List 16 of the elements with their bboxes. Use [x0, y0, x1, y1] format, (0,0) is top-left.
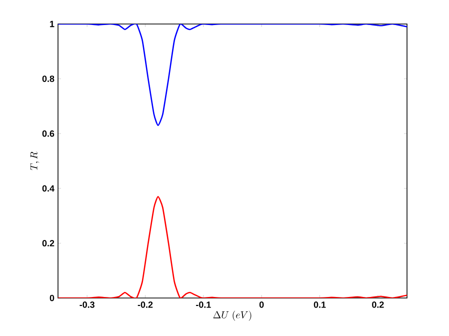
x-tick-label: 0.2 — [372, 302, 384, 308]
line-series — [58, 24, 408, 126]
y-tick-label: 0.8 — [42, 76, 54, 82]
x-axis-title: $\Delta U\ (eV)$ — [213, 310, 252, 321]
y-tick-label: 0.6 — [42, 130, 54, 137]
line-series — [58, 196, 408, 298]
x-tick-label: 0 — [259, 302, 264, 308]
y-tick-label: 0 — [50, 294, 54, 302]
y-tick-label: 0.2 — [42, 240, 54, 246]
y-tick-label: 1 — [50, 20, 54, 28]
y-axis-title: $T,R$ — [30, 152, 40, 170]
y-tick-label: 0.4 — [42, 185, 54, 192]
x-tick-label: 0.1 — [314, 302, 326, 308]
x-tick-label: -0.2 — [138, 302, 153, 308]
x-tick-label: -0.1 — [196, 302, 211, 308]
x-tick-label: -0.3 — [80, 302, 94, 308]
